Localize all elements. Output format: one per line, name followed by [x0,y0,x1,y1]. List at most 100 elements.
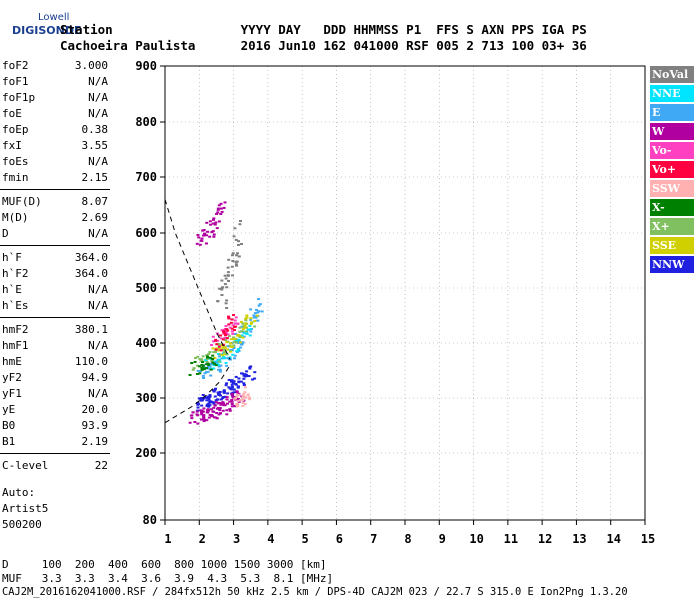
x-tick-label: 2 [199,532,206,546]
param-label: foEs [2,155,29,168]
echo-mark-e [225,364,229,367]
echo-mark-nne [216,363,220,366]
echo-mark-vo [216,339,220,342]
param-row: hmF1 N/A [2,338,108,354]
echo-mark-w [236,397,240,400]
param-value: N/A [88,107,108,120]
echo-mark-vo [209,344,213,347]
echo-mark-ssw [243,403,247,406]
echo-mark-w [206,230,210,233]
echo-mark-nnw [237,381,241,384]
param-label: h`Es [2,299,29,312]
echo-mark-w [198,243,202,246]
echo-mark-x [218,353,222,356]
echo-mark-ssw [239,399,243,402]
echo-mark-noval [227,279,231,282]
param-row: foF1 N/A [2,74,108,90]
echo-mark-w [211,218,215,221]
legend-item-nne: NNE [650,85,694,102]
echo-mark-nnw [213,395,217,398]
echo-mark-sse [213,356,217,359]
param-label: yF1 [2,387,22,400]
echo-mark-ssw [244,396,248,399]
legend-item-w: W [650,123,694,140]
param-separator [0,317,110,318]
echo-mark-sse [249,322,253,325]
echo-mark-w [221,401,225,404]
param-value: 8.07 [81,195,109,208]
echo-mark-nnw [208,395,212,398]
echo-mark-ssw [235,403,239,406]
echo-mark-w [190,417,194,420]
echo-mark-x [188,373,192,376]
param-separator [0,245,110,246]
param-label: yF2 [2,371,22,384]
param-value: N/A [88,155,108,168]
echo-mark-w [210,414,214,417]
param-row: hmE 110.0 [2,354,108,370]
echo-mark-e [233,354,237,357]
echo-mark-noval [239,243,243,246]
param-value: 110.0 [74,355,108,368]
echo-mark-x [211,357,215,360]
echo-mark-sse [222,353,226,356]
echo-mark-vo [224,325,228,328]
echo-mark-sse [249,317,253,320]
auto-code: 500200 [2,518,42,531]
y-tick-label: 80 [143,513,157,527]
echo-mark-e [241,341,245,344]
echo-mark-w [225,409,229,412]
param-value: N/A [88,299,108,312]
param-separator [0,189,110,190]
param-row: foF2 3.000 [2,58,108,74]
echo-mark-ssw [242,393,246,396]
echo-mark-nnw [224,384,228,387]
param-row: yF2 94.9 [2,370,108,386]
echo-mark-x [217,360,221,363]
echo-mark-x [193,357,197,360]
echo-mark-e [203,372,207,375]
param-label: foF1p [2,91,36,104]
y-tick-label: 900 [135,59,157,73]
echo-mark-vo [221,343,225,346]
echo-mark-nnw [206,395,210,398]
echo-mark-vo [225,337,229,340]
echo-mark-e [260,310,264,313]
echo-mark-nne [222,357,226,360]
echo-mark-noval [216,299,220,302]
echo-mark-noval [223,274,227,277]
echo-mark-sse [245,316,249,319]
echo-mark-nnw [234,383,238,386]
echo-mark-x [205,363,209,366]
echo-mark-x [244,319,248,322]
echo-mark-vo [219,349,223,352]
echo-mark-nnw [237,377,241,380]
echo-mark-e [196,369,200,372]
echo-mark-vo [214,338,218,341]
echo-mark-nnw [205,403,209,406]
echo-mark-nnw [222,391,226,394]
footer-d-line: D 100 200 400 600 800 1000 1500 3000 [km… [2,558,327,571]
echo-mark-vo [212,340,216,343]
echo-mark-w [208,235,212,238]
param-value: N/A [88,227,108,240]
x-tick-label: 9 [439,532,446,546]
echo-mark-w [200,237,204,240]
param-label: hmF1 [2,339,29,352]
echo-mark-noval [236,243,240,246]
echo-mark-w [218,407,222,410]
echo-mark-ssw [236,399,240,402]
echo-mark-nnw [248,366,252,369]
echo-mark-nnw [200,404,204,407]
echo-mark-sse [226,348,230,351]
param-row: B0 93.9 [2,418,108,434]
echo-mark-e [237,340,241,343]
echo-mark-sse [233,337,237,340]
echo-mark-vo [227,323,231,326]
echo-mark-nnw [207,398,211,401]
echo-mark-nnw [242,377,246,380]
echo-mark-sse [253,320,257,323]
echo-mark-w [202,414,206,417]
x-tick-label: 11 [504,532,518,546]
echo-mark-x [202,368,206,371]
